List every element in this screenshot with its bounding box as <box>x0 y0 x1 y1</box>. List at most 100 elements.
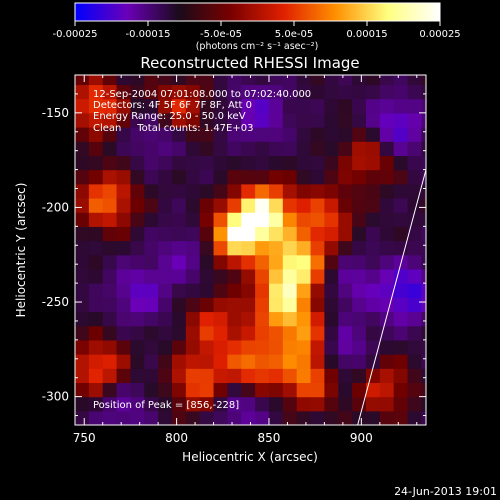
heat-cell <box>310 254 325 270</box>
heat-cell <box>213 112 229 128</box>
colorbar-tick-label: -0.00025 <box>53 29 98 40</box>
heat-cell <box>171 183 187 199</box>
heat-cell <box>393 368 409 384</box>
heat-cell <box>379 311 395 327</box>
heat-cell <box>130 226 145 242</box>
x-tick-label: 800 <box>165 431 188 445</box>
heat-cell <box>310 169 325 185</box>
heat-cell <box>338 169 353 185</box>
annotation-time-range: 12-Sep-2004 07:01:08.000 to 07:02:40.000 <box>93 89 311 100</box>
heat-cell <box>393 112 409 128</box>
heat-cell <box>213 155 229 171</box>
heat-cell <box>421 75 426 86</box>
heat-cell <box>88 382 104 398</box>
heat-cell <box>393 141 409 157</box>
heat-cell <box>241 382 256 398</box>
heat-cell <box>268 410 284 425</box>
heat-cell <box>185 155 201 171</box>
heat-cell <box>324 75 339 86</box>
heat-cell <box>116 155 132 171</box>
heat-cell <box>379 240 395 256</box>
heat-cell <box>130 268 145 284</box>
heat-cell <box>171 382 187 398</box>
heat-cell <box>310 311 325 327</box>
heat-cell <box>255 254 270 270</box>
heat-cell <box>185 98 201 114</box>
heat-cell <box>421 382 426 398</box>
heat-cell <box>158 226 173 242</box>
heat-cell <box>171 410 187 425</box>
heat-cell <box>116 84 132 100</box>
heat-cell <box>393 197 409 213</box>
heat-cell <box>102 98 118 114</box>
heat-cell <box>130 382 145 398</box>
heat-cell <box>421 311 426 327</box>
heat-cell <box>324 339 339 355</box>
colorbar-tick-label: 0.00025 <box>419 29 460 40</box>
heat-cell <box>116 325 132 341</box>
heat-cell <box>116 98 132 114</box>
heat-cell <box>158 169 173 185</box>
heat-cell <box>255 396 270 412</box>
heat-cell <box>116 396 132 412</box>
annotation-peak-position: Position of Peak = [856,-228] <box>93 400 239 411</box>
heat-cell <box>130 98 145 114</box>
heat-cell <box>365 155 381 171</box>
heatmap-image <box>75 75 426 425</box>
heat-cell <box>324 197 339 213</box>
heat-cell <box>213 127 229 142</box>
heat-cell <box>130 240 145 256</box>
heat-cell <box>365 339 381 355</box>
heat-cell <box>268 183 284 199</box>
heat-cell <box>255 226 270 242</box>
heat-cell <box>102 283 118 298</box>
heat-cell <box>393 98 409 114</box>
heat-cell <box>144 311 159 327</box>
heat-cell <box>199 396 215 412</box>
heat-cell <box>282 240 298 256</box>
heat-cell <box>185 311 201 327</box>
heat-cell <box>199 311 215 327</box>
heat-cell <box>144 396 159 412</box>
heat-cell <box>144 141 159 157</box>
heat-cell <box>407 354 422 369</box>
heat-cell <box>255 169 270 185</box>
heat-cell <box>282 254 298 270</box>
heat-cell <box>352 240 367 256</box>
heat-cell <box>338 297 353 313</box>
heat-cell <box>130 155 145 171</box>
heat-cell <box>116 311 132 327</box>
heat-cell <box>407 84 422 100</box>
heat-cell <box>282 169 298 185</box>
heat-cell <box>268 297 284 313</box>
heat-cell <box>352 155 367 171</box>
heat-cell <box>185 141 201 157</box>
heat-cell <box>296 212 312 227</box>
heat-cell <box>379 410 395 425</box>
heat-cell <box>144 325 159 341</box>
heat-cell <box>296 183 312 199</box>
heat-cell <box>407 325 422 341</box>
heat-cell <box>268 240 284 256</box>
heat-cell <box>130 183 145 199</box>
heat-cell <box>296 297 312 313</box>
heat-cell <box>365 183 381 199</box>
x-tick-label: 900 <box>350 431 373 445</box>
annotation-detectors: Detectors: 4F 5F 6F 7F 8F, Att 0 <box>93 100 252 111</box>
heat-cell <box>88 311 104 327</box>
heat-cell <box>324 410 339 425</box>
heat-cell <box>185 382 201 398</box>
heat-cell <box>213 226 229 242</box>
heat-cell <box>407 268 422 284</box>
heat-cell <box>421 297 426 313</box>
heat-cell <box>310 155 325 171</box>
heat-cell <box>116 283 132 298</box>
heat-cell <box>310 297 325 313</box>
heat-cell <box>282 155 298 171</box>
heat-cell <box>144 169 159 185</box>
heat-cell <box>241 84 256 100</box>
heat-cell <box>227 112 242 128</box>
heat-cell <box>365 127 381 142</box>
heat-cell <box>352 339 367 355</box>
heat-cell <box>338 311 353 327</box>
